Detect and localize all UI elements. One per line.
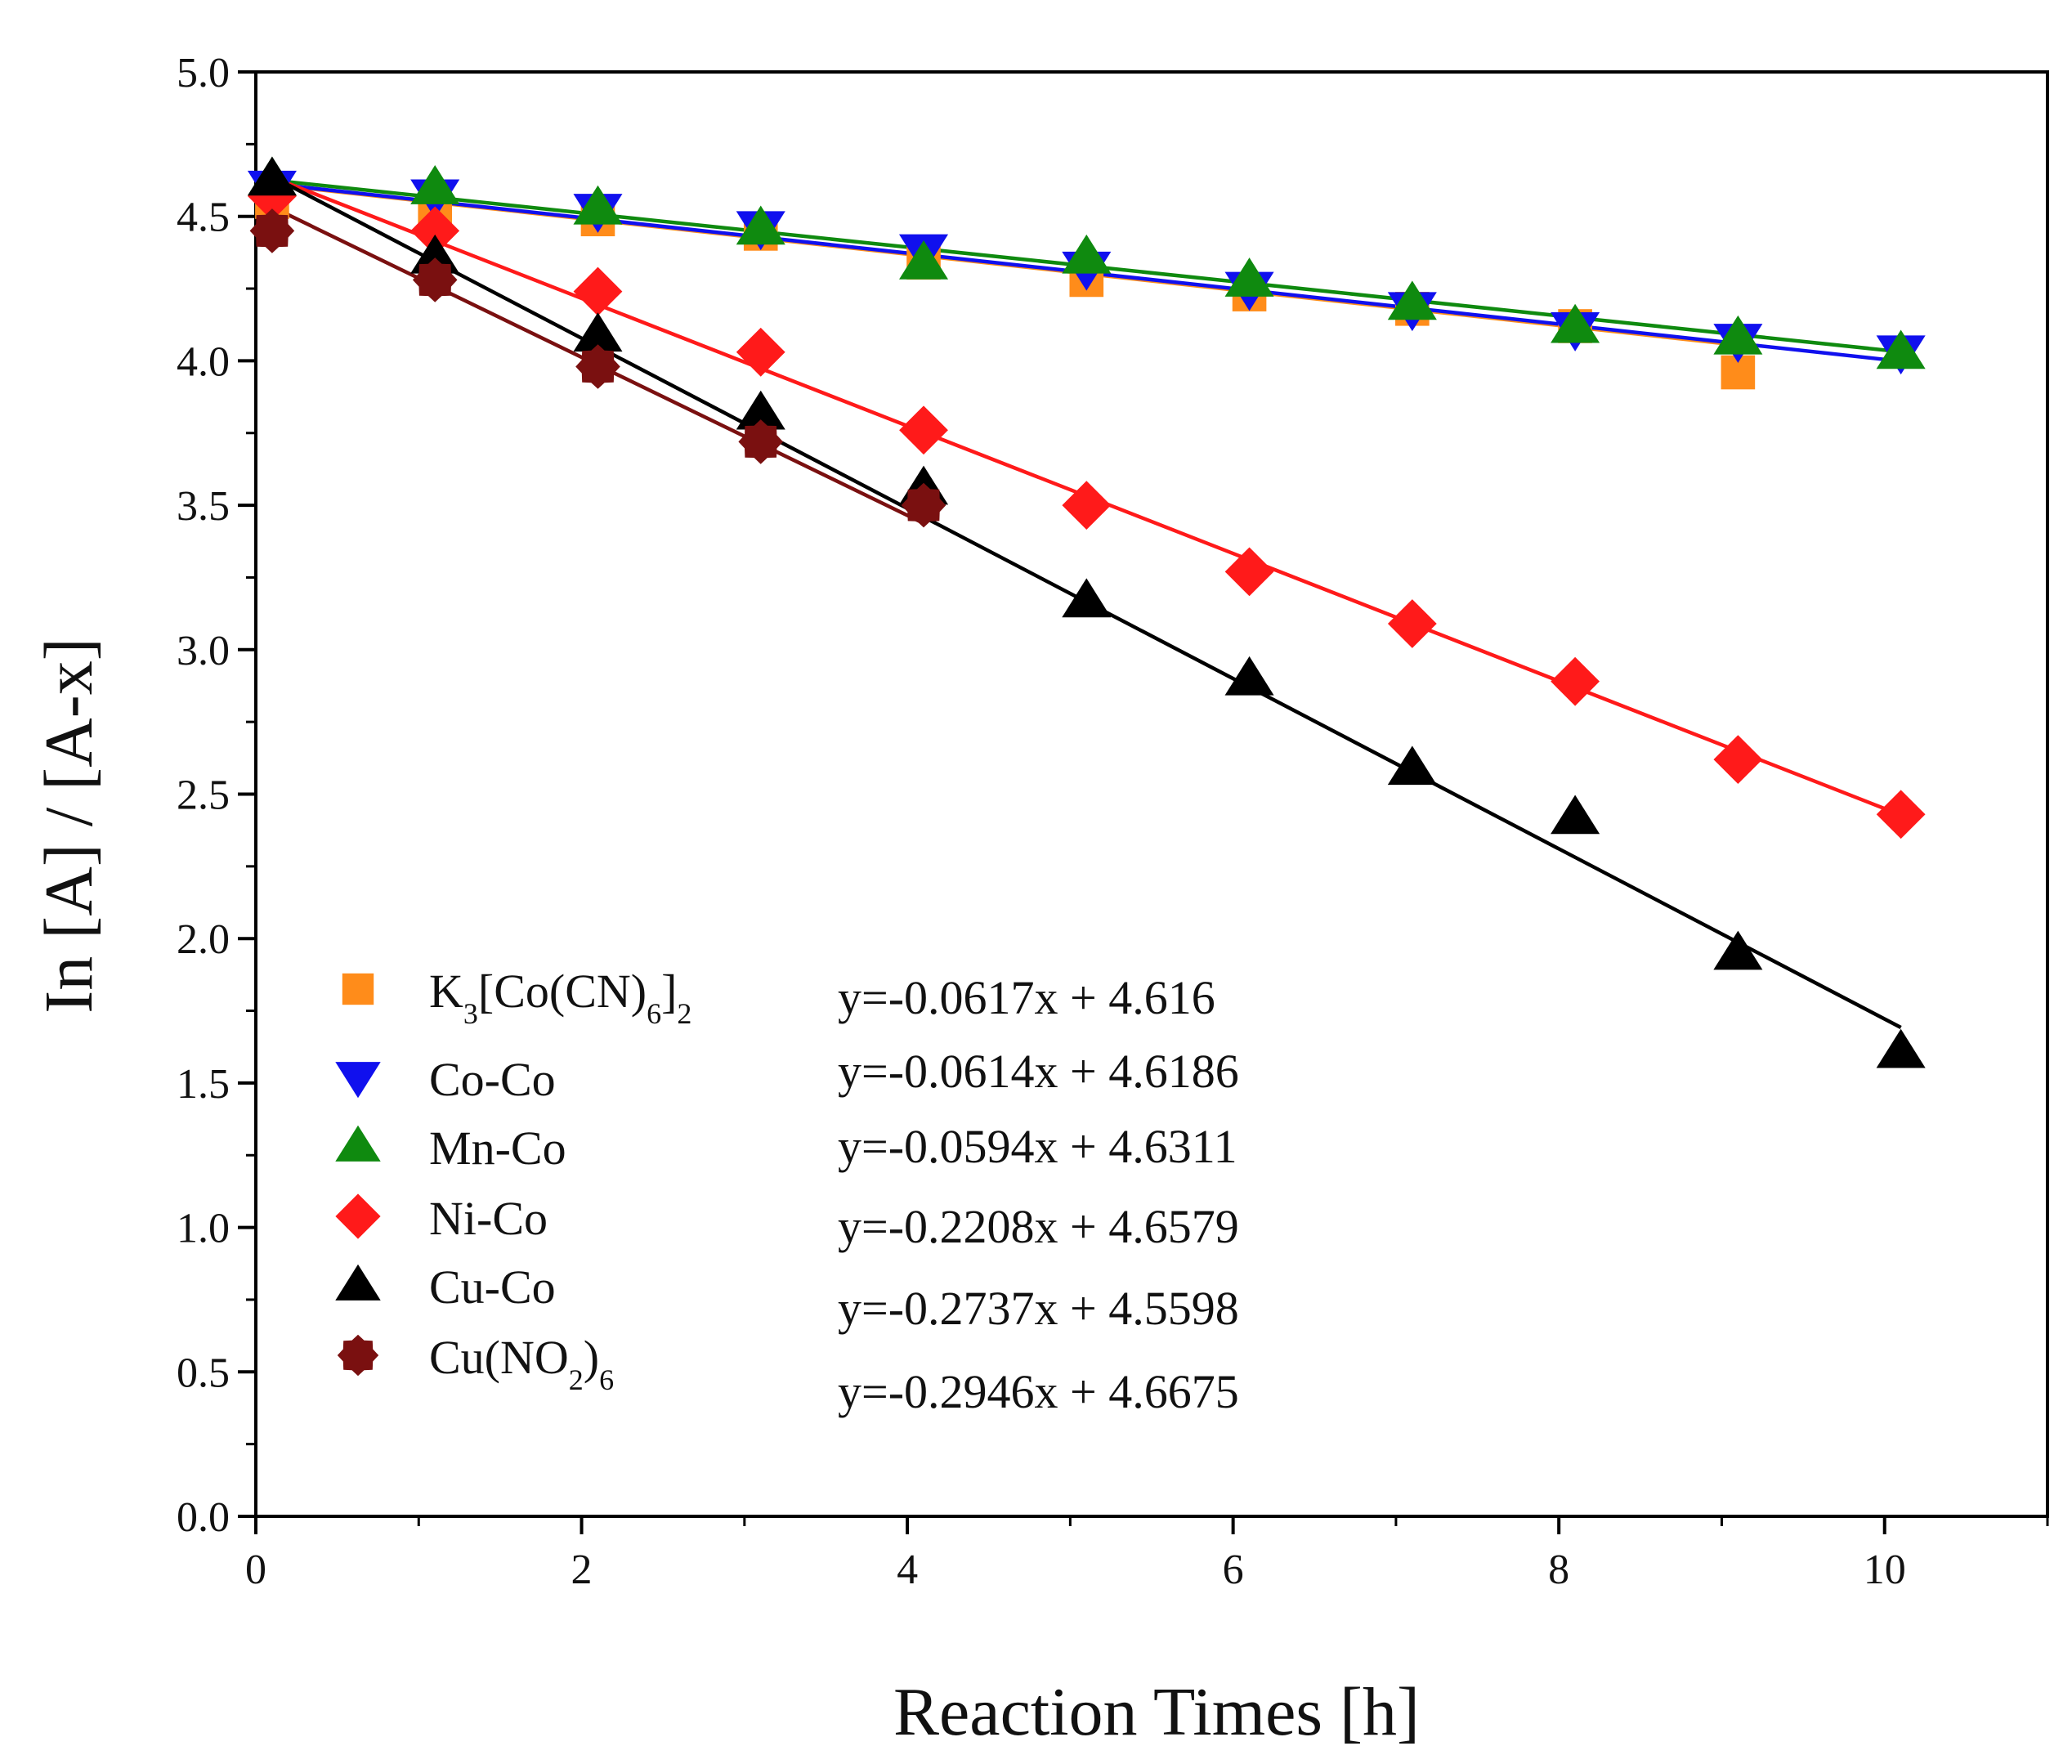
fit-equation-0: y=-0.0617x + 4.616 (838, 971, 1215, 1024)
y-tick-label: 5.0 (177, 50, 230, 96)
y-tick-label: 0.0 (177, 1494, 230, 1541)
data-point-s2-p8 (1551, 303, 1600, 343)
legend-label-part: 6 (599, 1363, 614, 1396)
y-tick-label: 4.5 (177, 195, 230, 241)
legend-label-2: Mn-Co (429, 1122, 566, 1175)
data-point-s3-p5 (1062, 481, 1112, 530)
legend-label-part: Cu-Co (429, 1260, 556, 1314)
data-point-s3-p9 (1713, 735, 1763, 784)
fit-equation-5: y=-0.2946x + 4.6675 (838, 1365, 1239, 1418)
x-tick-label: 10 (1864, 1547, 1906, 1593)
data-point-s3-p2 (573, 266, 623, 316)
y-tick-label: 1.5 (177, 1061, 230, 1108)
fit-equation-4: y=-0.2737x + 4.5598 (838, 1282, 1239, 1335)
data-point-s4-p1 (410, 234, 460, 274)
data-point-s4-p8 (1551, 795, 1600, 835)
y-axis-title: In [A] / [A-x] (31, 638, 107, 1014)
legend-label-part: Cu(NO (429, 1331, 569, 1384)
data-point-s5-p4 (901, 482, 946, 528)
y-tick-label: 2.0 (177, 916, 230, 963)
data-point-s4-p0 (247, 156, 297, 196)
data-point-s5-p1 (412, 257, 458, 302)
y-tick-label: 3.0 (177, 628, 230, 674)
y-tick-label: 4.0 (177, 338, 230, 385)
fit-equation-2: y=-0.0594x + 4.6311 (838, 1120, 1237, 1173)
axes: 0.0 0.5 1.0 1.5 2.0 2.5 3.0 3.5 4.0 4.5 5.0 0 2 4 6 8 10 (177, 50, 2049, 1593)
legend-marker-5 (337, 1334, 379, 1377)
legend-label-part: Ni-Co (429, 1192, 548, 1245)
data-point-s3-p10 (1876, 790, 1926, 839)
data-point-s2-p7 (1387, 280, 1437, 320)
y-tick-label: 3.5 (177, 483, 230, 530)
data-point-s2-p9 (1713, 315, 1763, 355)
legend-label-part: 3 (463, 997, 478, 1030)
legend-label-part: 2 (677, 997, 691, 1030)
data-point-s5-p0 (249, 208, 295, 253)
legend-label-part: ] (661, 965, 677, 1018)
legend-label-3: Ni-Co (429, 1192, 548, 1245)
legend-label-5: Cu(NO2)6 (429, 1331, 614, 1396)
data-point-s3-p1 (410, 206, 460, 256)
data-point-s2-p4 (898, 240, 949, 280)
y-tick-label: 2.5 (177, 772, 230, 819)
legend-label-0: K3[Co(CN)6]2 (429, 965, 691, 1030)
data-point-s4-p7 (1387, 745, 1437, 786)
data-point-s4-p3 (736, 390, 785, 430)
legend-marker-3 (335, 1193, 381, 1239)
data-point-s4-p5 (1062, 578, 1112, 618)
data-point-s2-p6 (1224, 257, 1274, 297)
x-tick-label: 0 (245, 1547, 266, 1593)
x-axis-title: Reaction Times [h] (893, 1674, 1420, 1750)
data-point-s2-p10 (1876, 329, 1926, 369)
data-point-s4-p2 (573, 312, 623, 352)
x-tick-label: 8 (1548, 1547, 1569, 1593)
data-point-s3-p4 (899, 405, 948, 455)
legend-marker-0 (342, 973, 374, 1005)
legend-marker-4 (335, 1264, 381, 1301)
data-point-s5-p2 (575, 344, 620, 389)
legend-label-part: [Co(CN) (478, 965, 647, 1018)
data-point-s2-p5 (1062, 234, 1112, 274)
fit-equation-3: y=-0.2208x + 4.6579 (838, 1200, 1239, 1253)
data-point-s2-p3 (736, 205, 785, 245)
data-point-s4-p6 (1224, 656, 1274, 696)
data-point-s4-p9 (1713, 930, 1763, 970)
fit-equation-1: y=-0.0614x + 4.6186 (838, 1045, 1239, 1098)
legend-label-part: Co-Co (429, 1053, 556, 1106)
x-tick-label: 6 (1223, 1547, 1244, 1593)
data-point-s3-p7 (1387, 599, 1437, 648)
y-tick-label: 0.5 (177, 1350, 230, 1396)
legend-label-part: 2 (569, 1363, 584, 1396)
data-point-s3-p6 (1224, 547, 1274, 597)
y-tick-label: 1.0 (177, 1206, 230, 1252)
x-tick-label: 2 (571, 1547, 593, 1593)
data-point-s2-p1 (410, 165, 460, 204)
data-point-s5-p3 (738, 419, 783, 464)
legend-label-part: K (429, 965, 463, 1018)
x-tick-label: 4 (897, 1547, 918, 1593)
legend-label-part: 6 (647, 997, 661, 1030)
legend-label-part: Mn-Co (429, 1122, 566, 1175)
legend-label-4: Cu-Co (429, 1260, 556, 1314)
legend-marker-1 (335, 1062, 381, 1099)
legend-marker-2 (335, 1125, 381, 1162)
data-point-s3-p8 (1551, 656, 1600, 706)
data-markers (247, 156, 1926, 1068)
data-point-s4-p10 (1876, 1028, 1926, 1068)
legend-label-1: Co-Co (429, 1053, 556, 1106)
data-point-s2-p2 (573, 185, 623, 225)
data-point-s3-p3 (736, 327, 785, 377)
legend-label-part: ) (584, 1331, 599, 1384)
